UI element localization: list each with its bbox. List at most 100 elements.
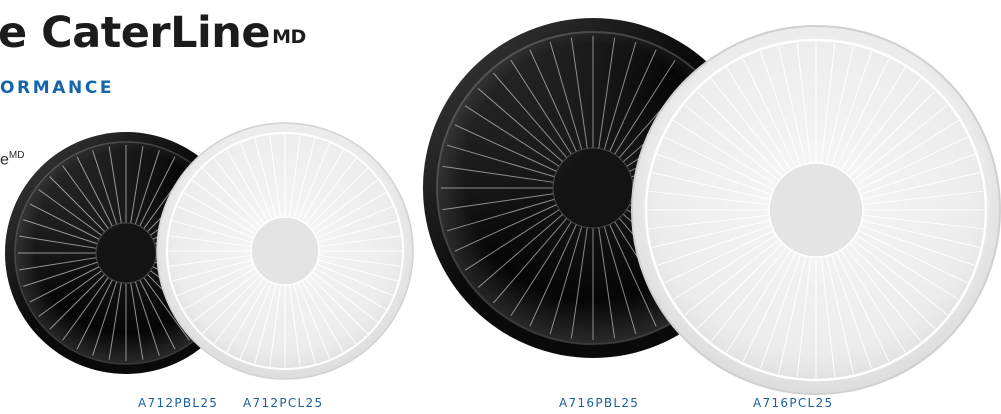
tray-spoke xyxy=(860,154,975,195)
tray-spoke xyxy=(820,256,836,377)
tray-spoke xyxy=(308,167,369,228)
tray-spoke xyxy=(861,219,980,248)
tray-spoke xyxy=(293,283,316,365)
tray-spoke xyxy=(293,137,316,219)
side-brand-mark: eMD xyxy=(0,150,30,169)
tray-spoke xyxy=(171,259,253,282)
tray-spoke xyxy=(269,134,282,218)
tray-spoke xyxy=(201,274,262,335)
tray-spoke xyxy=(297,282,331,360)
tray-spoke xyxy=(840,67,906,171)
tray-spoke xyxy=(171,220,253,243)
tray-spoke xyxy=(311,271,379,323)
tray-spoke xyxy=(317,259,399,282)
tray-spoke xyxy=(649,214,770,230)
tray-spoke xyxy=(778,255,807,374)
tray-spoke xyxy=(664,136,774,191)
tray-spoke xyxy=(308,274,369,335)
tray-inner-ring xyxy=(644,38,988,382)
tray-spoke xyxy=(254,283,277,365)
side-registered-mark: MD xyxy=(8,150,25,161)
tray-spoke xyxy=(318,254,402,267)
title-text: e CaterLine xyxy=(0,8,271,58)
tray-spoke xyxy=(314,267,387,310)
tray-spoke xyxy=(657,154,772,195)
tray-spoke xyxy=(831,51,872,166)
tray-spoke xyxy=(239,282,273,360)
tray-center-disc xyxy=(768,162,864,258)
tray-spoke xyxy=(684,104,780,182)
tray-spoke xyxy=(778,46,807,165)
tray-spoke xyxy=(726,249,792,353)
tray-spoke xyxy=(848,90,936,178)
tray-spoke xyxy=(852,238,948,316)
tray-spoke xyxy=(742,252,797,362)
tray-spoke xyxy=(742,58,797,168)
tray-spoke xyxy=(848,242,936,330)
page-title: e CaterLine MD xyxy=(0,8,306,58)
tray-spoke xyxy=(825,46,854,165)
tray-spoke xyxy=(191,271,259,323)
tray-spoke xyxy=(852,104,948,182)
tray-spoke xyxy=(844,246,922,342)
tray-spoke xyxy=(844,78,922,174)
tray-spoke xyxy=(297,142,331,220)
tray-spoke xyxy=(652,172,771,201)
tray-spoke xyxy=(831,254,872,369)
tray-spoke xyxy=(760,254,801,369)
tray-spoke xyxy=(858,229,968,284)
tray-spoke xyxy=(168,254,252,267)
tray-spoke xyxy=(305,157,357,225)
tray-spoke xyxy=(183,192,256,235)
tray-spoke xyxy=(226,149,269,222)
tray-a716pcl25 xyxy=(631,25,1001,395)
tray-spoke xyxy=(301,280,344,353)
tray-spoke xyxy=(176,263,254,297)
tray-spoke xyxy=(664,229,774,284)
tray-a712pcl25 xyxy=(156,122,414,380)
tray-spoke xyxy=(684,238,780,316)
tray-spoke xyxy=(288,284,301,368)
tray-spoke xyxy=(673,120,777,186)
tray-spoke xyxy=(311,179,379,231)
tray-spoke xyxy=(213,157,265,225)
product-code-a712pcl25: A712PCL25 xyxy=(243,396,324,410)
tray-spokes xyxy=(168,134,402,368)
tray-center-disc xyxy=(250,216,320,286)
tray-spoke xyxy=(835,58,890,168)
tray-spoke xyxy=(316,263,394,297)
product-code-a716pbl25: A716PBL25 xyxy=(559,396,640,410)
tray-spoke xyxy=(861,172,980,201)
tray-spoke xyxy=(696,242,784,330)
tray-spoke xyxy=(820,43,836,164)
tray-spoke xyxy=(649,190,770,206)
tray-spoke xyxy=(239,142,273,220)
tray-spoke xyxy=(726,67,792,171)
tray-spoke xyxy=(288,134,301,218)
tray-spoke xyxy=(710,78,788,174)
tray-spoke xyxy=(183,267,256,310)
tray-spoke xyxy=(301,149,344,222)
tray-spoke xyxy=(835,252,890,362)
tray-spoke xyxy=(226,280,269,353)
tray-spoke xyxy=(191,179,259,231)
tray-spoke xyxy=(855,234,959,300)
tray-spoke xyxy=(213,277,265,345)
tray-spoke xyxy=(858,136,968,191)
tray-spoke xyxy=(168,235,252,248)
tray-spoke xyxy=(796,256,812,377)
tray-spoke xyxy=(710,246,788,342)
tray-spoke xyxy=(696,90,784,178)
registered-mark: MD xyxy=(272,26,306,48)
tray-spoke xyxy=(316,205,394,239)
tray-inner-ring xyxy=(166,132,404,370)
tray-spoke xyxy=(855,120,959,186)
tray-spoke xyxy=(269,284,282,368)
tray-spoke xyxy=(796,43,812,164)
tray-spoke xyxy=(760,51,801,166)
tray-spoke xyxy=(840,249,906,353)
tray-spoke xyxy=(862,214,983,230)
tray-spokes xyxy=(648,42,984,378)
tray-spoke xyxy=(825,255,854,374)
